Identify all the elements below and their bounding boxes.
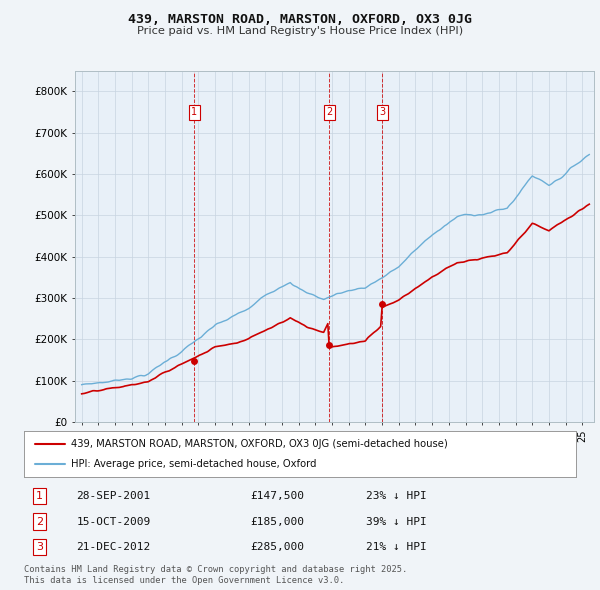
Text: 21-DEC-2012: 21-DEC-2012 <box>76 542 151 552</box>
Text: 39% ↓ HPI: 39% ↓ HPI <box>366 516 427 526</box>
Text: 1: 1 <box>191 107 197 117</box>
Text: 439, MARSTON ROAD, MARSTON, OXFORD, OX3 0JG (semi-detached house): 439, MARSTON ROAD, MARSTON, OXFORD, OX3 … <box>71 438 448 448</box>
Text: HPI: Average price, semi-detached house, Oxford: HPI: Average price, semi-detached house,… <box>71 459 316 469</box>
Text: 1: 1 <box>36 491 43 501</box>
Text: 2: 2 <box>36 516 43 526</box>
Text: Price paid vs. HM Land Registry's House Price Index (HPI): Price paid vs. HM Land Registry's House … <box>137 26 463 36</box>
Text: 28-SEP-2001: 28-SEP-2001 <box>76 491 151 501</box>
Text: 439, MARSTON ROAD, MARSTON, OXFORD, OX3 0JG: 439, MARSTON ROAD, MARSTON, OXFORD, OX3 … <box>128 13 472 26</box>
Text: 2: 2 <box>326 107 332 117</box>
Text: 3: 3 <box>379 107 385 117</box>
Text: 3: 3 <box>36 542 43 552</box>
Text: 23% ↓ HPI: 23% ↓ HPI <box>366 491 427 501</box>
Text: 21% ↓ HPI: 21% ↓ HPI <box>366 542 427 552</box>
Text: £147,500: £147,500 <box>250 491 304 501</box>
Text: 15-OCT-2009: 15-OCT-2009 <box>76 516 151 526</box>
Text: £185,000: £185,000 <box>250 516 304 526</box>
Text: Contains HM Land Registry data © Crown copyright and database right 2025.
This d: Contains HM Land Registry data © Crown c… <box>24 565 407 585</box>
Text: £285,000: £285,000 <box>250 542 304 552</box>
